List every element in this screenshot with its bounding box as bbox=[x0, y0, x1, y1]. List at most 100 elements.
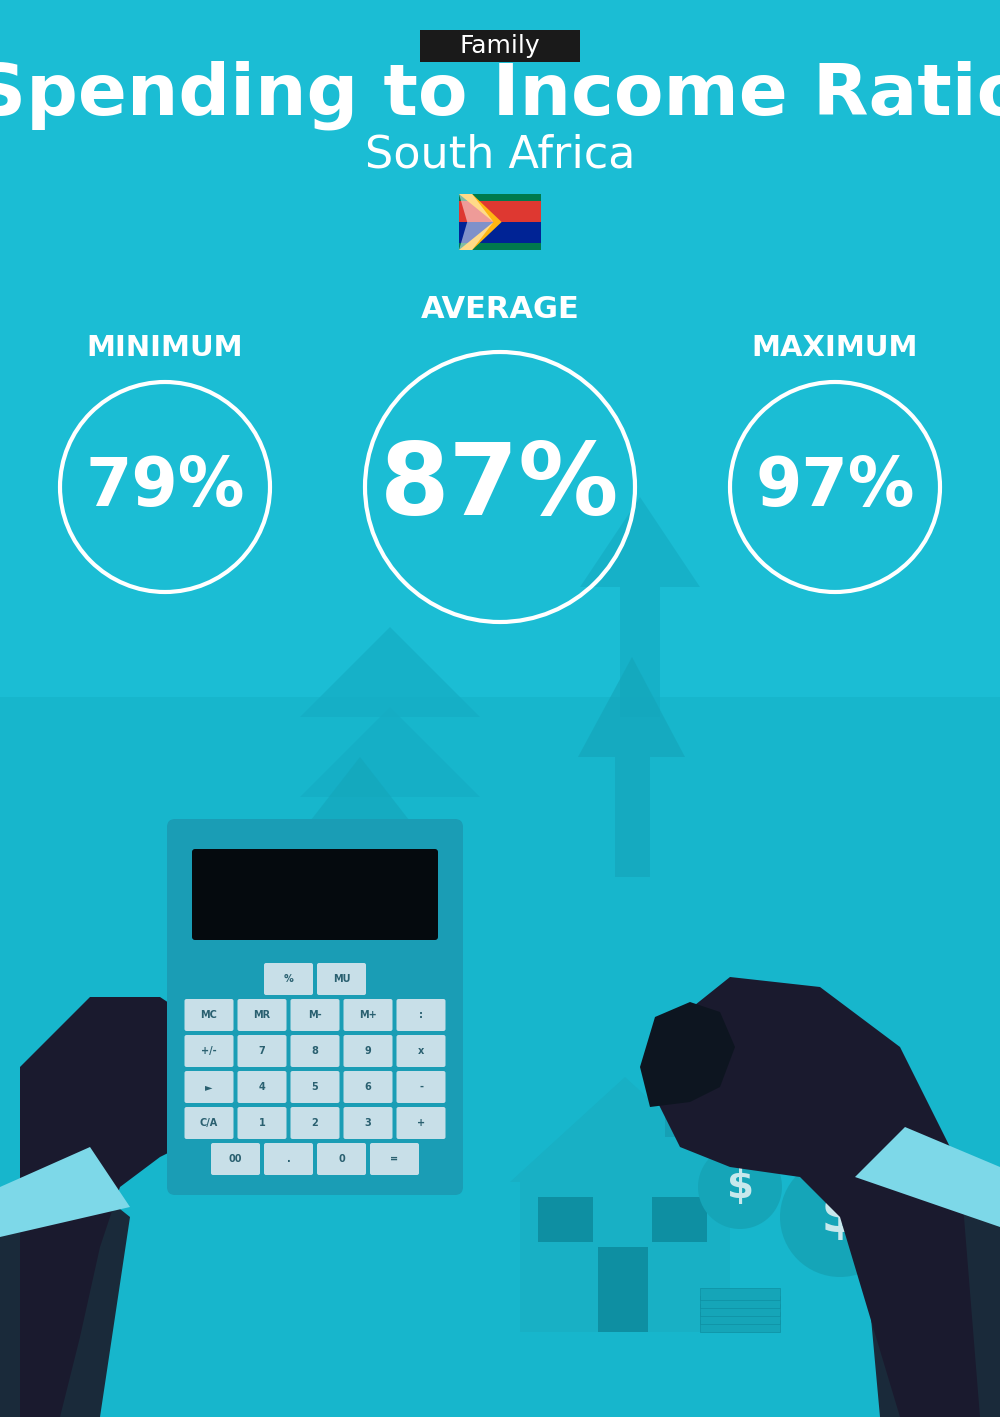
Polygon shape bbox=[855, 1127, 1000, 1227]
FancyBboxPatch shape bbox=[0, 697, 1000, 1417]
Text: 9: 9 bbox=[365, 1046, 371, 1056]
Polygon shape bbox=[290, 757, 430, 847]
Polygon shape bbox=[640, 1002, 735, 1107]
Text: :: : bbox=[419, 1010, 423, 1020]
FancyBboxPatch shape bbox=[459, 194, 541, 222]
Text: .: . bbox=[287, 1153, 290, 1163]
Text: 87%: 87% bbox=[380, 438, 620, 536]
Text: $: $ bbox=[821, 1190, 859, 1244]
Text: x: x bbox=[418, 1046, 424, 1056]
FancyBboxPatch shape bbox=[520, 1182, 730, 1332]
Text: M+: M+ bbox=[359, 1010, 377, 1020]
FancyBboxPatch shape bbox=[700, 1304, 780, 1316]
Polygon shape bbox=[459, 222, 493, 249]
FancyBboxPatch shape bbox=[317, 964, 366, 995]
Circle shape bbox=[780, 1158, 900, 1277]
FancyBboxPatch shape bbox=[396, 1071, 446, 1102]
Text: MAXIMUM: MAXIMUM bbox=[752, 334, 918, 361]
Circle shape bbox=[698, 1145, 782, 1229]
FancyBboxPatch shape bbox=[184, 1107, 234, 1139]
FancyBboxPatch shape bbox=[344, 1071, 392, 1102]
Text: C/A: C/A bbox=[200, 1118, 218, 1128]
Text: MINIMUM: MINIMUM bbox=[87, 334, 243, 361]
FancyBboxPatch shape bbox=[652, 1197, 707, 1241]
Polygon shape bbox=[300, 707, 480, 796]
FancyBboxPatch shape bbox=[700, 1297, 780, 1308]
Text: MU: MU bbox=[333, 973, 350, 983]
Text: MC: MC bbox=[201, 1010, 217, 1020]
Text: 5: 5 bbox=[312, 1083, 318, 1093]
Text: Family: Family bbox=[460, 34, 540, 58]
FancyBboxPatch shape bbox=[370, 1144, 419, 1175]
Text: 0: 0 bbox=[338, 1153, 345, 1163]
Text: M-: M- bbox=[308, 1010, 322, 1020]
Polygon shape bbox=[0, 1146, 130, 1237]
FancyBboxPatch shape bbox=[420, 30, 580, 62]
Text: 7: 7 bbox=[259, 1046, 265, 1056]
FancyBboxPatch shape bbox=[538, 1197, 593, 1241]
FancyBboxPatch shape bbox=[598, 1247, 648, 1332]
Text: MR: MR bbox=[253, 1010, 271, 1020]
FancyBboxPatch shape bbox=[290, 1107, 340, 1139]
Polygon shape bbox=[860, 1158, 1000, 1417]
FancyBboxPatch shape bbox=[459, 222, 541, 249]
FancyBboxPatch shape bbox=[184, 1071, 234, 1102]
FancyBboxPatch shape bbox=[290, 1034, 340, 1067]
FancyBboxPatch shape bbox=[192, 849, 438, 939]
Text: -: - bbox=[419, 1083, 423, 1093]
Polygon shape bbox=[578, 657, 685, 877]
FancyBboxPatch shape bbox=[238, 1107, 287, 1139]
FancyBboxPatch shape bbox=[211, 1144, 260, 1175]
FancyBboxPatch shape bbox=[459, 194, 541, 201]
Polygon shape bbox=[290, 837, 430, 927]
Polygon shape bbox=[300, 626, 480, 717]
FancyBboxPatch shape bbox=[238, 1034, 287, 1067]
Text: $: $ bbox=[726, 1168, 754, 1206]
FancyBboxPatch shape bbox=[344, 1034, 392, 1067]
Polygon shape bbox=[20, 998, 230, 1417]
FancyBboxPatch shape bbox=[317, 1144, 366, 1175]
FancyBboxPatch shape bbox=[344, 1107, 392, 1139]
Text: 6: 6 bbox=[365, 1083, 371, 1093]
Polygon shape bbox=[459, 194, 493, 222]
FancyBboxPatch shape bbox=[184, 999, 234, 1032]
FancyBboxPatch shape bbox=[396, 1107, 446, 1139]
FancyBboxPatch shape bbox=[665, 1083, 690, 1136]
FancyBboxPatch shape bbox=[290, 1071, 340, 1102]
Text: 00: 00 bbox=[229, 1153, 242, 1163]
FancyBboxPatch shape bbox=[264, 1144, 313, 1175]
FancyBboxPatch shape bbox=[827, 1139, 853, 1161]
FancyBboxPatch shape bbox=[396, 999, 446, 1032]
Polygon shape bbox=[580, 497, 700, 717]
FancyBboxPatch shape bbox=[290, 999, 340, 1032]
Text: 8: 8 bbox=[312, 1046, 318, 1056]
FancyBboxPatch shape bbox=[730, 1131, 750, 1149]
Text: 97%: 97% bbox=[755, 453, 915, 520]
FancyBboxPatch shape bbox=[700, 1321, 780, 1332]
Polygon shape bbox=[650, 976, 980, 1417]
FancyBboxPatch shape bbox=[700, 1288, 780, 1299]
Text: 4: 4 bbox=[259, 1083, 265, 1093]
Text: Spending to Income Ratio: Spending to Income Ratio bbox=[0, 61, 1000, 130]
Text: %: % bbox=[284, 973, 293, 983]
FancyBboxPatch shape bbox=[184, 1034, 234, 1067]
FancyBboxPatch shape bbox=[459, 242, 541, 249]
FancyBboxPatch shape bbox=[396, 1034, 446, 1067]
Text: 3: 3 bbox=[365, 1118, 371, 1128]
Text: AVERAGE: AVERAGE bbox=[421, 295, 579, 324]
FancyBboxPatch shape bbox=[344, 999, 392, 1032]
Text: South Africa: South Africa bbox=[365, 133, 635, 177]
Polygon shape bbox=[459, 194, 502, 249]
Text: =: = bbox=[390, 1153, 399, 1163]
Text: +/-: +/- bbox=[201, 1046, 217, 1056]
FancyBboxPatch shape bbox=[700, 1312, 780, 1323]
Text: 2: 2 bbox=[312, 1118, 318, 1128]
FancyBboxPatch shape bbox=[167, 819, 463, 1195]
Text: +: + bbox=[417, 1118, 425, 1128]
Text: 1: 1 bbox=[259, 1118, 265, 1128]
Text: ►: ► bbox=[205, 1083, 213, 1093]
Polygon shape bbox=[0, 1178, 130, 1417]
FancyBboxPatch shape bbox=[238, 1071, 287, 1102]
Polygon shape bbox=[510, 1077, 740, 1182]
FancyBboxPatch shape bbox=[238, 999, 287, 1032]
